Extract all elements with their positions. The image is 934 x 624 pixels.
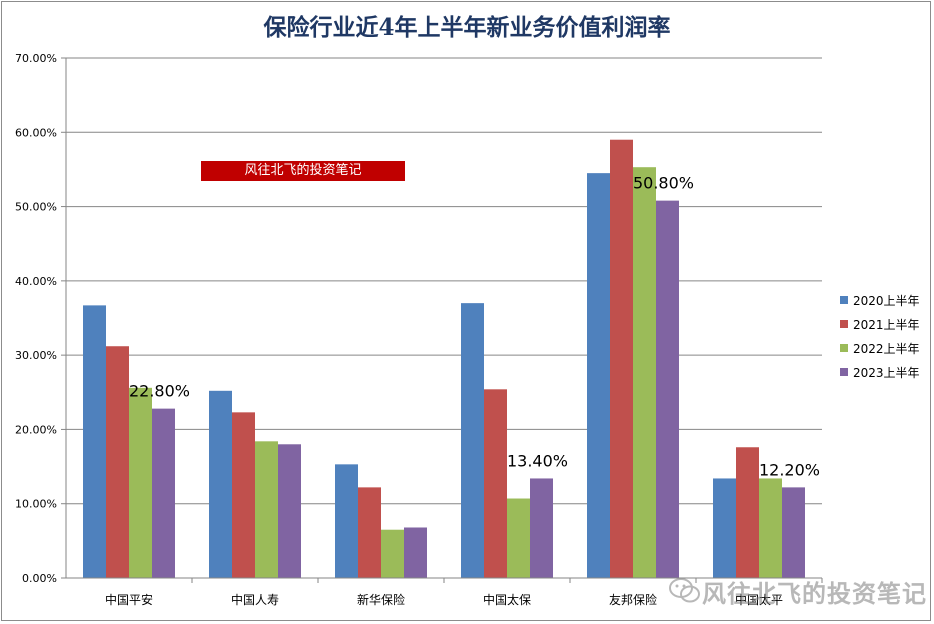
bar-3-6: [759, 478, 782, 578]
bar-3-5: [633, 167, 656, 578]
banner-label: 风往北飞的投资笔记: [201, 161, 405, 181]
bar-4-2: [278, 444, 301, 578]
x-tick-label: 友邦保险: [609, 592, 657, 607]
bar-2-2: [232, 412, 255, 578]
bar-3-2: [255, 441, 278, 578]
legend-swatch: [840, 344, 848, 352]
legend-swatch: [840, 320, 848, 328]
bar-1-5: [587, 173, 610, 578]
legend-item: 2021上半年: [840, 312, 920, 336]
legend-item: 2022上半年: [840, 336, 920, 360]
watermark: 风往北飞的投资笔记: [668, 566, 927, 616]
bar-1-3: [335, 464, 358, 578]
bar-series: [83, 139, 805, 578]
watermark-text: 风往北飞的投资笔记: [702, 579, 927, 608]
bar-4-6: [782, 487, 805, 578]
bar-4-4: [530, 478, 553, 578]
x-tick-label: 中国人寿: [231, 592, 279, 607]
y-tick-label: 30.00%: [15, 349, 57, 362]
x-tick-label: 中国平安: [105, 592, 153, 607]
y-tick-label: 0.00%: [22, 572, 57, 585]
data-label: 50.80%: [633, 174, 694, 193]
bar-4-3: [404, 527, 427, 578]
data-labels: 22.80% 13.40% 50.80% 12.20%: [129, 174, 820, 480]
data-label: 12.20%: [759, 460, 820, 479]
bar-2-4: [484, 389, 507, 578]
y-tick-label: 20.00%: [15, 423, 57, 436]
y-axis-ticks: 0.00% 10.00% 20.00% 30.00% 40.00% 50.00% 60.00…: [15, 52, 66, 585]
bar-3-3: [381, 529, 404, 578]
bar-3-1: [129, 387, 152, 578]
wechat-icon: [669, 578, 700, 603]
bar-3-4: [507, 498, 530, 578]
legend-label: 2020上半年: [853, 293, 920, 308]
data-label: 13.40%: [507, 451, 568, 470]
legend-item: 2020上半年: [840, 288, 920, 312]
bar-1-2: [209, 390, 232, 578]
x-axis-ticks: 中国平安 中国人寿 新华保险 中国太保 友邦保险 中国太平: [105, 578, 823, 607]
x-tick-label: 中国太平: [735, 592, 783, 607]
bar-2-6: [736, 447, 759, 578]
bar-1-1: [83, 305, 106, 578]
bar-2-3: [358, 487, 381, 578]
bar-4-1: [152, 408, 175, 578]
bar-1-6: [713, 478, 736, 578]
bar-1-4: [461, 303, 484, 578]
legend-swatch: [840, 368, 848, 376]
legend-swatch: [840, 296, 848, 304]
y-tick-label: 40.00%: [15, 275, 57, 288]
legend-label: 2022上半年: [853, 341, 920, 356]
y-tick-label: 70.00%: [15, 52, 57, 65]
bar-2-5: [610, 139, 633, 578]
legend-item: 2023上半年: [840, 360, 920, 384]
x-tick-label: 中国太保: [483, 592, 531, 607]
legend-label: 2021上半年: [853, 317, 920, 332]
legend-label: 2023上半年: [853, 365, 920, 380]
legend: 2020上半年 2021上半年 2022上半年 2023上半年: [840, 288, 920, 384]
y-tick-label: 10.00%: [15, 498, 57, 511]
y-tick-label: 50.00%: [15, 201, 57, 214]
bar-4-5: [656, 200, 679, 578]
x-tick-label: 新华保险: [357, 592, 405, 607]
chart-title: 保险行业近4年上半年新业务价值利润率: [263, 14, 671, 41]
grid-lines: [66, 57, 822, 505]
data-label: 22.80%: [129, 382, 190, 401]
y-tick-label: 60.00%: [15, 126, 57, 139]
bar-2-1: [106, 346, 129, 578]
